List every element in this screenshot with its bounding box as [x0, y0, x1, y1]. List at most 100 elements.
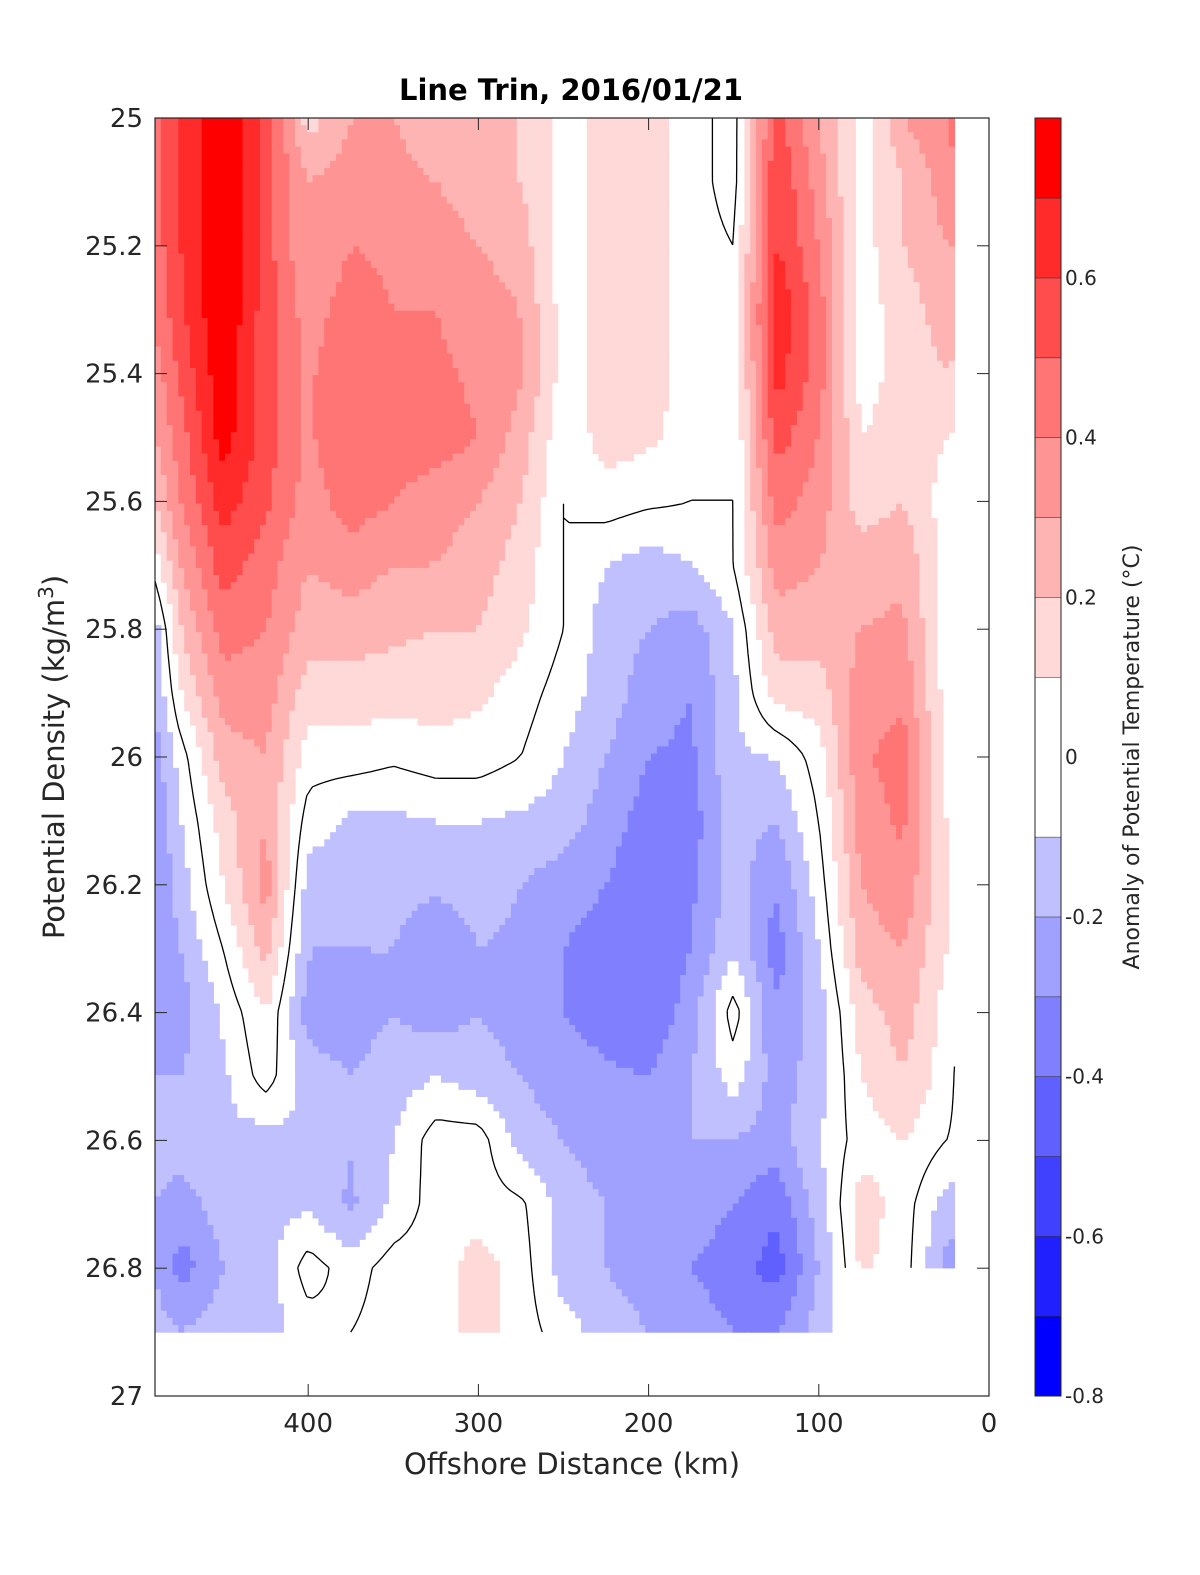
contour-cell — [178, 289, 185, 298]
contour-cell — [190, 189, 197, 198]
contour-cell — [616, 160, 623, 169]
contour-cell — [429, 403, 436, 412]
contour-cell — [750, 189, 757, 198]
contour-cell — [843, 275, 851, 283]
contour-cell — [884, 210, 891, 219]
contour-cell — [837, 153, 845, 162]
contour-cell — [948, 403, 956, 412]
contour-cell — [510, 239, 518, 248]
contour-cell — [872, 146, 880, 155]
contour-cell — [616, 267, 623, 276]
contour-cell — [423, 339, 430, 348]
contour-cell — [277, 317, 284, 326]
contour-cell — [656, 325, 664, 333]
contour-cell — [382, 417, 390, 426]
contour-cell — [931, 132, 938, 141]
contour-cell — [586, 417, 594, 426]
contour-cell — [242, 118, 249, 126]
contour-cell — [510, 403, 518, 412]
contour-cell — [744, 189, 751, 198]
contour-cell — [510, 332, 518, 340]
contour-cell — [505, 267, 512, 276]
contour-cell — [586, 303, 594, 312]
contour-cell — [382, 332, 390, 340]
contour-cell — [341, 232, 349, 241]
contour-cell — [260, 282, 267, 290]
contour-cell — [849, 210, 856, 219]
contour-cell — [767, 289, 775, 298]
contour-cell — [394, 275, 401, 283]
contour-cell — [884, 396, 891, 405]
contour-cell — [545, 396, 553, 405]
contour-cell — [493, 389, 500, 398]
contour-cell — [907, 325, 915, 333]
contour-cell — [242, 160, 249, 169]
contour-cell — [773, 146, 781, 155]
contour-cell — [651, 167, 658, 176]
contour-cell — [744, 246, 751, 255]
contour-cell — [499, 160, 506, 169]
contour-cell — [289, 353, 296, 362]
contour-cell — [545, 225, 553, 233]
contour-cell — [773, 403, 781, 412]
contour-cell — [750, 239, 757, 248]
contour-cell — [627, 332, 635, 340]
contour-cell — [744, 375, 751, 383]
contour-cell — [627, 139, 635, 148]
contour-cell — [330, 282, 337, 290]
contour-cell — [341, 417, 349, 426]
contour-cell — [598, 396, 605, 405]
contour-cell — [341, 296, 349, 305]
contour-cell — [738, 346, 745, 355]
contour-cell — [312, 253, 319, 262]
contour-cell — [610, 125, 617, 133]
contour-cell — [913, 167, 921, 176]
contour-cell — [826, 339, 833, 348]
contour-cell — [802, 189, 810, 198]
contour-cell — [808, 160, 816, 169]
contour-cell — [341, 310, 349, 319]
contour-cell — [417, 367, 425, 376]
contour-cell — [405, 282, 413, 290]
contour-cell — [785, 303, 792, 312]
contour-cell — [295, 182, 302, 191]
contour-cell — [791, 289, 798, 298]
contour-cell — [796, 118, 804, 126]
contour-cell — [610, 353, 617, 362]
contour-cell — [411, 367, 419, 376]
contour-cell — [452, 396, 460, 405]
contour-cell — [155, 360, 162, 369]
contour-cell — [452, 189, 460, 198]
contour-cell — [872, 125, 880, 133]
contour-cell — [283, 239, 290, 248]
contour-cell — [662, 260, 670, 269]
contour-cell — [610, 175, 617, 183]
contour-cell — [260, 139, 267, 148]
contour-cell — [306, 360, 314, 369]
contour-cell — [359, 239, 366, 248]
contour-cell — [312, 260, 319, 269]
contour-cell — [907, 139, 915, 148]
contour-cell — [505, 232, 512, 241]
contour-cell — [289, 189, 296, 198]
contour-cell — [645, 332, 652, 340]
contour-cell — [750, 417, 757, 426]
contour-cell — [551, 310, 559, 319]
contour-cell — [796, 410, 804, 419]
contour-cell — [942, 175, 950, 183]
contour-cell — [341, 203, 349, 212]
contour-cell — [458, 353, 465, 362]
contour-cell — [540, 332, 547, 340]
contour-cell — [592, 160, 600, 169]
contour-cell — [621, 246, 629, 255]
contour-cell — [610, 118, 617, 126]
contour-cell — [820, 182, 827, 191]
contour-cell — [796, 382, 804, 390]
contour-cell — [633, 360, 640, 369]
contour-cell — [347, 160, 355, 169]
contour-cell — [808, 317, 816, 326]
contour-cell — [376, 375, 384, 383]
contour-cell — [429, 289, 436, 298]
contour-cell — [534, 246, 541, 255]
contour-cell — [919, 175, 926, 183]
